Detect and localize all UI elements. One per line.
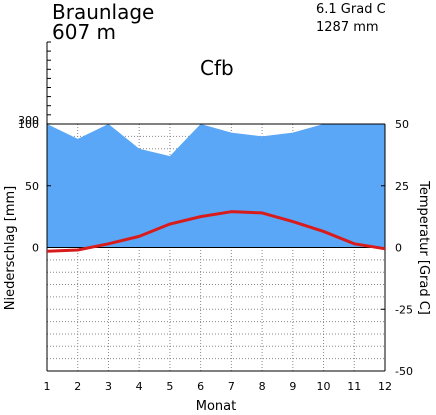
- mean-temperature: 6.1 Grad C: [316, 2, 386, 17]
- precipitation-layer: [47, 123, 385, 248]
- x-tick-label: 4: [136, 380, 143, 393]
- temperature-line: [46, 210, 386, 253]
- right-axis-label: Temperatur [Grad C]: [416, 180, 431, 315]
- x-tick-label: 11: [347, 380, 361, 393]
- x-axis-label: Monat: [196, 399, 236, 414]
- right-tick-label: 25: [395, 180, 409, 193]
- temperature-layer: [46, 210, 386, 253]
- right-tick-label: -25: [395, 303, 413, 316]
- x-tick-label: 5: [166, 380, 173, 393]
- x-tick-label: 7: [228, 380, 235, 393]
- right-tick-label: 0: [395, 242, 402, 255]
- x-tick-label: 9: [289, 380, 296, 393]
- x-tick-label: 12: [378, 380, 392, 393]
- x-tick-label: 1: [44, 380, 51, 393]
- x-tick-label: 10: [317, 380, 331, 393]
- x-tick-label: 2: [74, 380, 81, 393]
- left-tick-label: 300: [18, 114, 39, 127]
- right-tick-label: 50: [395, 118, 409, 131]
- axes: [46, 41, 386, 372]
- station-elevation: 607 m: [52, 20, 117, 44]
- climate-classification: Cfb: [200, 56, 234, 80]
- x-tick-label: 6: [197, 380, 204, 393]
- left-tick-label: 100: [18, 118, 39, 131]
- left-tick-label: 0: [32, 242, 39, 255]
- right-tick-label: -50: [395, 365, 413, 378]
- station-name: Braunlage: [52, 0, 155, 24]
- annual-precipitation: 1287 mm: [316, 20, 379, 35]
- x-tick-label: 8: [259, 380, 266, 393]
- left-axis-label: Niederschlag [mm]: [3, 186, 18, 311]
- precipitation-area: [47, 124, 385, 248]
- left-tick-label: 50: [25, 180, 39, 193]
- x-tick-label: 3: [105, 380, 112, 393]
